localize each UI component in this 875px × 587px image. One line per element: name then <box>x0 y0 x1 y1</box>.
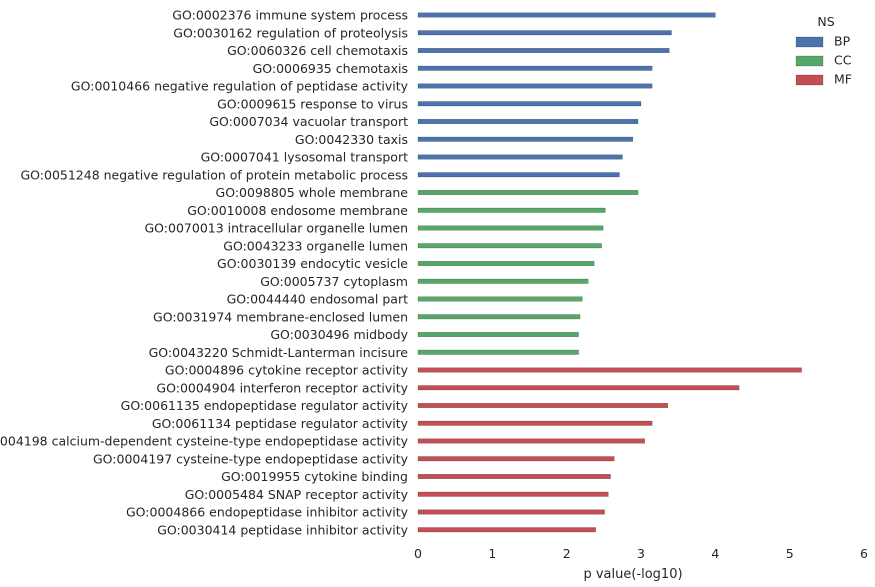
bar-mf <box>417 420 653 426</box>
category-label: GO:0007034 vacuolar transport <box>209 114 408 129</box>
bar-bp <box>417 119 639 124</box>
legend: NS BP CC MF <box>795 14 852 87</box>
legend-swatch-cc <box>795 55 824 67</box>
category-labels: GO:0002376 immune system process GO:00301… <box>0 8 409 538</box>
bar-mf <box>417 403 669 408</box>
bar-bp <box>417 101 642 107</box>
category-label: GO:0004197 cysteine-type endopeptidase a… <box>93 451 409 466</box>
bar-mf <box>417 474 611 479</box>
bar-cc <box>417 207 606 213</box>
legend-label: CC <box>834 53 852 68</box>
category-label: GO:0004198 calcium-dependent cysteine-ty… <box>0 434 409 449</box>
category-label: GO:0019955 cytokine binding <box>221 469 408 484</box>
category-label: GO:0004904 interferon receptor activity <box>156 380 408 395</box>
bar-cc <box>417 349 579 355</box>
bar-cc <box>417 314 581 320</box>
bar-cc <box>417 190 639 195</box>
category-label: GO:0009615 response to virus <box>217 96 408 111</box>
category-label: GO:0002376 immune system process <box>172 8 408 23</box>
bar-mf <box>417 509 605 515</box>
bar-bp <box>417 12 716 18</box>
bar-bp <box>417 48 670 53</box>
category-label: GO:0010466 negative regulation of peptid… <box>71 79 409 94</box>
legend-label: MF <box>834 72 852 87</box>
bar-bp <box>417 136 634 142</box>
legend-label: BP <box>834 34 851 49</box>
x-tick-label: 5 <box>786 546 794 561</box>
legend-title: NS <box>817 14 834 29</box>
legend-swatch-mf <box>795 74 824 86</box>
x-axis-ticks: 0 1 2 3 4 5 6 <box>414 546 868 561</box>
category-label: GO:0061134 peptidase regulator activity <box>152 416 409 431</box>
bar-cc <box>417 225 604 231</box>
category-label: GO:0051248 negative regulation of protei… <box>20 167 408 182</box>
bar-cc <box>417 261 595 266</box>
legend-swatch-bp <box>795 36 824 48</box>
x-tick-label: 3 <box>637 546 645 561</box>
category-label: GO:0004866 endopeptidase inhibitor activ… <box>126 505 409 520</box>
x-axis-title: p value(-log10) <box>583 567 682 582</box>
category-label: GO:0061135 endopeptidase regulator activ… <box>121 398 409 413</box>
category-label: GO:0004896 cytokine receptor activity <box>165 363 409 378</box>
category-label: GO:0098805 whole membrane <box>216 185 409 200</box>
category-label: GO:0030496 midbody <box>270 327 408 342</box>
bar-bp <box>417 154 623 160</box>
bar-mf <box>417 456 615 462</box>
bar-bp <box>417 172 620 178</box>
bar-mf <box>417 438 645 444</box>
bar-cc <box>417 278 589 284</box>
category-label: GO:0010008 endosome membrane <box>187 203 408 218</box>
category-label: GO:0070013 intracellular organelle lumen <box>144 221 408 236</box>
x-tick-label: 1 <box>488 546 496 561</box>
category-label: GO:0007041 lysosomal transport <box>201 150 408 165</box>
bar-cc <box>417 296 583 302</box>
x-tick-label: 4 <box>711 546 719 561</box>
category-label: GO:0030414 peptidase inhibitor activity <box>157 522 408 537</box>
bar-mf <box>417 367 802 373</box>
bar-mf <box>417 527 596 533</box>
category-label: GO:0060326 cell chemotaxis <box>227 43 408 58</box>
bar-mf <box>417 491 609 497</box>
category-label: GO:0043220 Schmidt-Lanterman incisure <box>149 345 409 360</box>
bar-cc <box>417 243 602 249</box>
x-tick-label: 2 <box>563 546 571 561</box>
category-label: GO:0006935 chemotaxis <box>253 61 408 76</box>
category-label: GO:0005484 SNAP receptor activity <box>185 487 409 502</box>
category-label: GO:0030162 regulation of proteolysis <box>173 25 408 40</box>
x-tick-label: 6 <box>860 546 868 561</box>
bar-bp <box>417 83 653 89</box>
bar-cc <box>417 332 579 337</box>
category-label: GO:0043233 organelle lumen <box>223 238 408 253</box>
bars <box>417 12 802 533</box>
category-label: GO:0042330 taxis <box>295 132 408 147</box>
category-label: GO:0030139 endocytic vesicle <box>217 256 408 271</box>
category-label: GO:0005737 cytoplasm <box>260 274 408 289</box>
category-label: GO:0044440 endosomal part <box>227 292 409 307</box>
category-label: GO:0031974 membrane-enclosed lumen <box>153 309 408 324</box>
bar-mf <box>417 385 740 391</box>
x-tick-label: 0 <box>414 546 422 561</box>
bar-bp <box>417 65 653 71</box>
bar-bp <box>417 30 672 36</box>
